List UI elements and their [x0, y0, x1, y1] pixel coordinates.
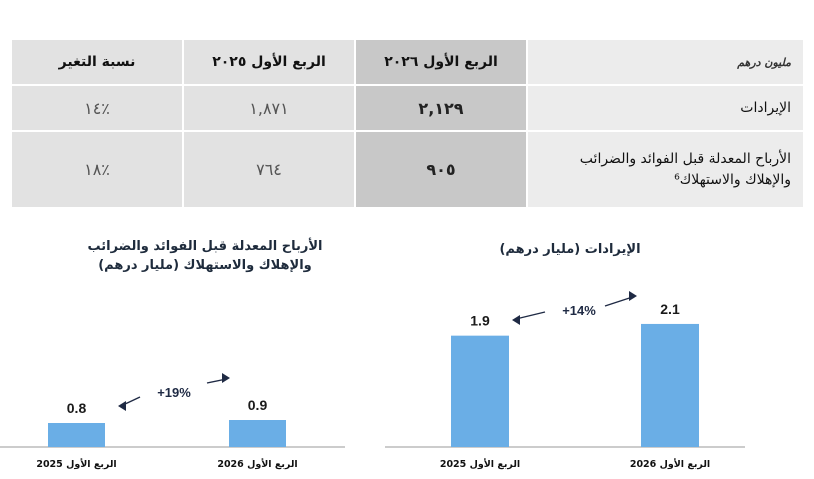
arrowhead-left [512, 315, 520, 325]
ebitda-label: الأرباح المعدلة قبل الفوائد والضرائب وال… [579, 150, 791, 188]
revenue-current-value: ٢,١٢٩ [418, 98, 464, 118]
revenue-label: الإيرادات [740, 99, 791, 116]
financial-summary-table: نسبة التغير الربع الأول ٢٠٢٥ الربع الأول… [12, 40, 803, 207]
bar-prev [451, 335, 509, 447]
bar-value-label: 0.8 [67, 400, 87, 416]
header-previous: الربع الأول ٢٠٢٥ [184, 40, 354, 84]
change-arrow-left [517, 311, 546, 320]
change-arrow-left [123, 396, 141, 406]
row-ebitda-previous: ٧٦٤ [184, 132, 354, 207]
arrowhead-right [629, 291, 637, 301]
category-tick-label: الربع الأول 2025 [36, 458, 116, 470]
arrowhead-left [118, 401, 126, 411]
ebitda-chart-title: الأرباح المعدلة قبل الفوائد والضرائب وال… [87, 239, 323, 273]
unit-label: مليون درهم [737, 55, 791, 69]
category-tick-label: الربع الأول 2025 [440, 458, 520, 470]
bar-value-label: 1.9 [470, 313, 490, 329]
category-tick-label: الربع الأول 2026 [630, 458, 710, 470]
ebitda-current-value: ٩٠٥ [426, 160, 456, 179]
bar-current [641, 323, 699, 447]
header-previous-text: الربع الأول ٢٠٢٥ [212, 54, 326, 70]
row-revenue-label: الإيرادات [528, 86, 803, 130]
revenue-change-value: ١٤٪ [84, 98, 110, 118]
row-ebitda-current: ٩٠٥ [356, 132, 526, 207]
arrowhead-right [222, 373, 230, 383]
row-ebitda-label: الأرباح المعدلة قبل الفوائد والضرائب وال… [528, 132, 803, 207]
row-ebitda-change: ١٨٪ [12, 132, 182, 207]
row-revenue-current: ٢,١٢٩ [356, 86, 526, 130]
header-current: الربع الأول ٢٠٢٦ [356, 40, 526, 84]
ebitda-previous-value: ٧٦٤ [256, 160, 282, 179]
revenue-chart-title: الإيرادات (مليار درهم) [499, 242, 641, 257]
header-current-text: الربع الأول ٢٠٢٦ [384, 54, 498, 70]
bar-value-label: 2.1 [660, 301, 680, 317]
change-arrow-right [604, 296, 632, 307]
ebitda-change-value: ١٨٪ [84, 160, 110, 179]
revenue-previous-value: ١,٨٧١ [249, 98, 289, 118]
bar-current [229, 420, 286, 447]
header-change: نسبة التغير [12, 40, 182, 84]
unit-label-cell: مليون درهم [528, 40, 803, 84]
change-percent-label: +14% [562, 303, 596, 318]
bar-prev [48, 423, 105, 447]
bar-value-label: 0.9 [248, 397, 268, 413]
change-percent-label: +19% [157, 385, 191, 400]
row-revenue-change: ١٤٪ [12, 86, 182, 130]
ebitda-chart: 0.8 الربع الأول 2025 0.9 الربع الأول 2026 +1… [0, 373, 345, 470]
header-change-text: نسبة التغير [58, 54, 136, 70]
change-arrow-right [206, 378, 225, 384]
revenue-chart: 1.9 الربع الأول 2025 2.1 الربع الأول 2026 +1… [385, 291, 745, 470]
category-tick-label: الربع الأول 2026 [217, 458, 297, 470]
row-revenue-previous: ١,٨٧١ [184, 86, 354, 130]
